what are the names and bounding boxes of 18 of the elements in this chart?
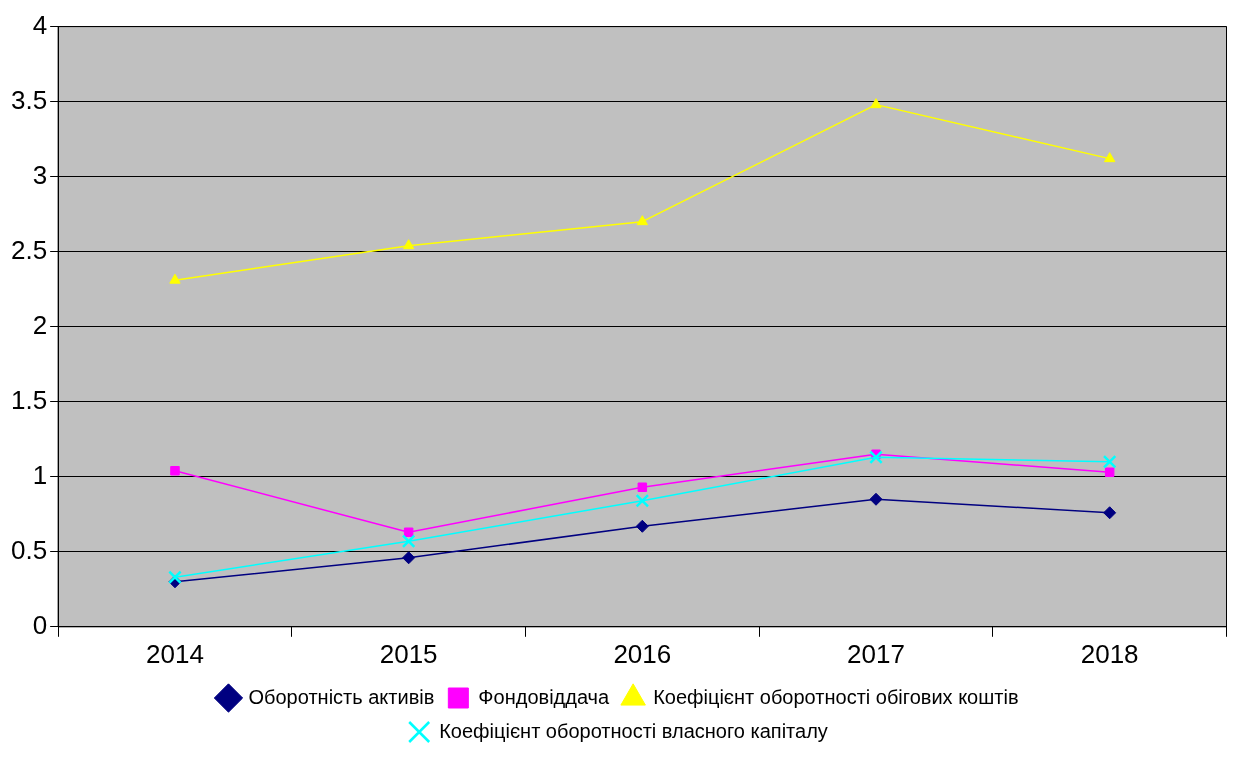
legend-label: Оборотність активів — [248, 685, 435, 708]
x-tick-label: 2014 — [146, 638, 204, 669]
x-tick-label: 2018 — [1080, 638, 1139, 669]
legend-label: Фондовіддача — [478, 685, 611, 708]
y-tick-label: 0.5 — [10, 534, 48, 565]
y-tick-label: 4 — [32, 9, 48, 40]
y-tick-label: 1.5 — [10, 384, 48, 415]
y-tick-label: 2.5 — [10, 234, 48, 265]
legend-label: Коефіцієнт оборотності власного капіталу — [439, 719, 828, 742]
y-tick-label: 3 — [32, 159, 48, 190]
legend-label: Коефіцієнт оборотності обігових коштів — [653, 685, 1019, 708]
x-tick-label: 2016 — [613, 638, 672, 669]
x-tick-label: 2015 — [379, 638, 438, 669]
y-tick-label: 2 — [32, 309, 48, 340]
y-tick-label: 1 — [32, 459, 48, 490]
x-tick-label: 2017 — [847, 638, 905, 669]
y-tick-label: 3.5 — [10, 84, 48, 115]
y-tick-label: 0 — [32, 609, 48, 640]
